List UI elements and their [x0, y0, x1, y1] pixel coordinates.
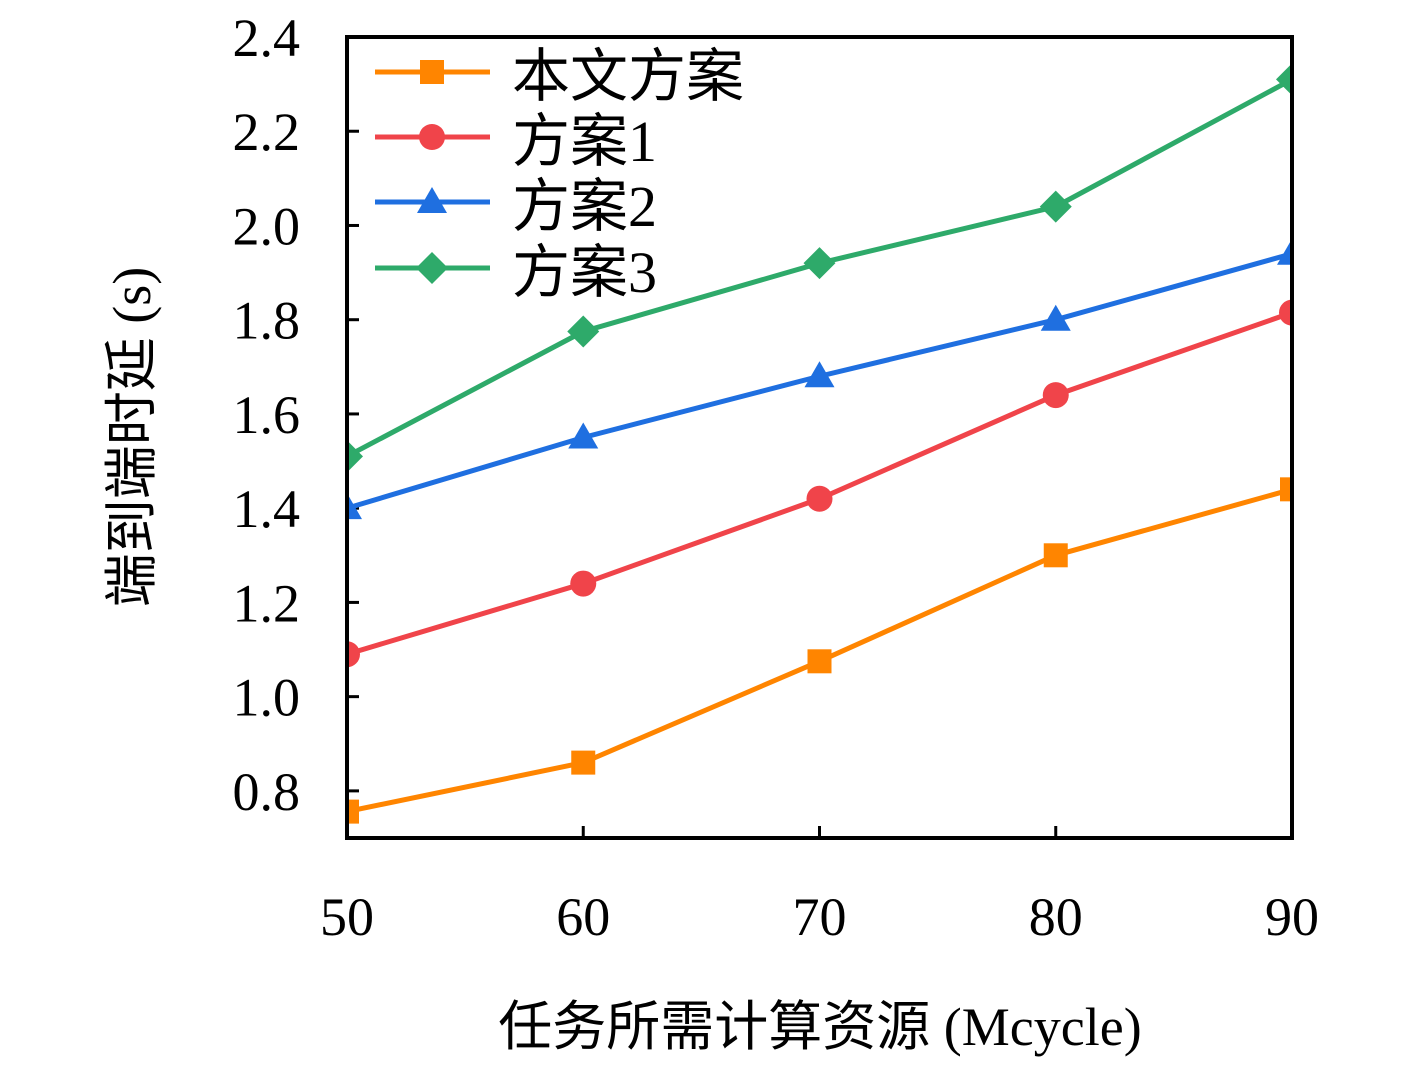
legend-item: 方案3 [375, 240, 657, 305]
x-tick-label: 80 [1029, 887, 1083, 947]
series-1 [347, 477, 1292, 824]
legend-marker [417, 187, 447, 213]
legend-label: 方案1 [512, 109, 657, 174]
series-2 [347, 299, 1292, 668]
plot-frame [345, 35, 1294, 840]
y-tick-label: 1.6 [233, 385, 301, 445]
data-point [1039, 190, 1072, 223]
series-4 [347, 63, 1292, 473]
data-point [1043, 543, 1068, 568]
x-tick-label: 50 [320, 887, 374, 947]
data-point [803, 247, 836, 280]
legend-marker [420, 60, 444, 84]
legend-label: 方案3 [512, 240, 657, 305]
y-tick-label: 2.4 [233, 8, 301, 68]
y-tick-label: 1.0 [233, 668, 301, 728]
data-point [1280, 477, 1292, 502]
data-point [347, 641, 360, 668]
y-axis-label: 端到端时延 (s) [102, 267, 162, 607]
y-tick-label: 1.8 [233, 291, 301, 351]
y-tick-label: 1.4 [233, 479, 301, 539]
x-tick-label: 70 [793, 887, 847, 947]
x-axis-label: 任务所需计算资源 (Mcycle) [498, 997, 1141, 1057]
data-point [571, 750, 596, 775]
y-tick-label: 0.8 [233, 762, 301, 822]
legend-marker [416, 252, 448, 284]
series-group [347, 63, 1292, 824]
data-point [568, 422, 599, 449]
y-axis-ticks: 0.8 1.0 1.2 1.4 1.6 1.8 2.0 2.2 2.4 [233, 8, 359, 822]
legend-marker [419, 124, 445, 150]
legend-item: 方案1 [375, 109, 657, 174]
data-point [347, 493, 362, 520]
legend-item: 本文方案 [375, 44, 744, 109]
data-point [1276, 63, 1292, 96]
data-point [806, 485, 833, 512]
data-point [570, 570, 597, 597]
data-point [347, 799, 359, 824]
data-point [1040, 304, 1071, 331]
legend-label: 本文方案 [512, 44, 744, 109]
y-tick-label: 2.2 [233, 102, 301, 162]
legend-item: 方案2 [375, 174, 657, 239]
data-point [807, 649, 832, 674]
y-tick-label: 1.2 [233, 573, 301, 633]
y-tick-label: 2.0 [233, 196, 301, 256]
data-point [1279, 299, 1292, 326]
data-point [1277, 238, 1292, 265]
data-point [347, 440, 363, 473]
data-point [804, 361, 835, 388]
data-point [1042, 382, 1069, 409]
legend-label: 方案2 [512, 174, 657, 239]
x-axis-ticks: 50 60 70 80 90 [320, 826, 1319, 947]
series-3 [347, 238, 1292, 520]
x-tick-label: 60 [556, 887, 610, 947]
x-tick-label: 90 [1265, 887, 1319, 947]
data-point [567, 315, 600, 348]
